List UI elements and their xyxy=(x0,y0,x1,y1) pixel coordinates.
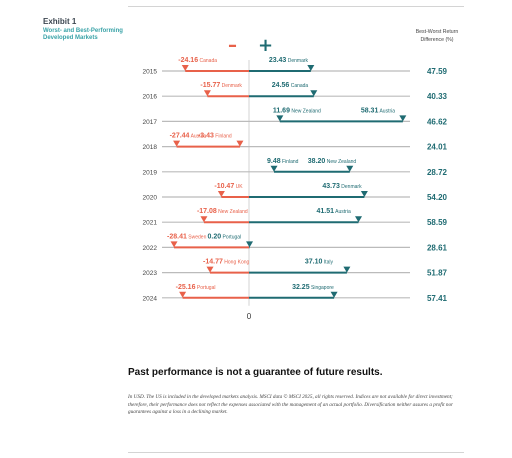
best-value-label: 32.25 Singapore xyxy=(292,284,334,291)
year-label: 2018 xyxy=(143,144,158,151)
plus-sign-icon: + xyxy=(258,35,274,56)
best-marker xyxy=(343,266,351,273)
disclaimer-heading: Past performance is not a guarantee of f… xyxy=(128,367,383,378)
difference-value: 24.01 xyxy=(427,143,448,152)
best-value-label: 41.51 Austria xyxy=(317,208,351,215)
bottom-rule xyxy=(128,452,464,453)
worst-marker xyxy=(276,115,284,122)
best-marker xyxy=(346,165,354,172)
worst-marker xyxy=(170,241,178,248)
worst-value-label: 9.48 Finland xyxy=(267,158,299,165)
difference-value: 57.41 xyxy=(427,294,448,303)
best-marker xyxy=(399,115,407,122)
difference-value: 40.33 xyxy=(427,92,448,101)
best-value-label: 0.20 Portugal xyxy=(208,233,242,240)
worst-marker xyxy=(203,90,211,97)
worst-value-label: -25.16 Portugal xyxy=(176,284,216,291)
chart-title: Worst- and Best-Performing Developed Mar… xyxy=(43,28,123,41)
minus-sign-icon: – xyxy=(228,35,237,56)
difference-value: 51.87 xyxy=(427,269,448,278)
best-value-label: 37.10 Italy xyxy=(305,259,334,266)
worst-value-label: -28.41 Sweden xyxy=(167,233,207,240)
worst-value-label: -27.44 Austria xyxy=(170,133,207,140)
best-marker xyxy=(307,65,315,71)
best-marker xyxy=(246,241,254,248)
year-label: 2017 xyxy=(143,119,158,126)
top-rule xyxy=(128,6,464,7)
best-marker xyxy=(360,191,368,197)
worst-marker xyxy=(173,140,181,147)
year-label: 2020 xyxy=(143,195,158,202)
zero-axis-label: 0 xyxy=(247,312,252,321)
year-label: 2015 xyxy=(143,69,158,76)
exhibit-label: Exhibit 1 xyxy=(43,17,77,26)
range-chart: 0 -24.16 Canada 23.43 Denmark 2015 47.59 -15.… xyxy=(143,57,448,321)
difference-value: 46.62 xyxy=(427,117,448,126)
year-label: 2024 xyxy=(143,295,158,302)
best-marker xyxy=(236,140,244,147)
worst-value-label: -24.16 Canada xyxy=(178,57,217,64)
difference-value: 54.20 xyxy=(427,193,448,202)
year-label: 2021 xyxy=(143,220,158,227)
worst-value-label: -15.77 Denmark xyxy=(200,82,242,89)
worst-value-label: -17.08 New Zealand xyxy=(197,208,248,215)
worst-marker xyxy=(179,291,187,298)
best-value-label: -3.43 Finland xyxy=(198,133,232,140)
difference-column-header: Best-Worst Return Difference (%) xyxy=(415,29,459,43)
worst-value-label: 11.69 New Zealand xyxy=(273,107,321,114)
best-value-label: 24.56 Canada xyxy=(272,82,309,89)
best-value-label: 43.73 Denmark xyxy=(322,183,362,190)
year-label: 2022 xyxy=(143,245,158,252)
best-value-label: 58.31 Austria xyxy=(361,107,395,114)
year-label: 2019 xyxy=(143,169,158,176)
worst-value-label: -14.77 Hong Kong xyxy=(203,259,249,266)
worst-marker xyxy=(270,165,278,172)
difference-value: 47.59 xyxy=(427,67,448,76)
difference-value: 28.72 xyxy=(427,168,448,177)
footnote: In USD. The US is included in the develo… xyxy=(128,394,454,416)
year-label: 2016 xyxy=(143,94,158,101)
best-marker xyxy=(355,216,363,223)
best-value-label: 38.20 New Zealand xyxy=(308,158,357,165)
year-label: 2023 xyxy=(143,270,158,277)
difference-value: 58.59 xyxy=(427,218,448,227)
difference-value: 28.61 xyxy=(427,243,448,252)
worst-marker xyxy=(217,191,225,197)
worst-value-label: -10.47 UK xyxy=(214,183,243,190)
worst-marker xyxy=(200,216,208,223)
best-value-label: 23.43 Denmark xyxy=(269,57,309,64)
best-marker xyxy=(310,90,318,97)
worst-marker xyxy=(206,266,214,273)
worst-marker xyxy=(181,65,189,71)
best-marker xyxy=(330,291,338,298)
